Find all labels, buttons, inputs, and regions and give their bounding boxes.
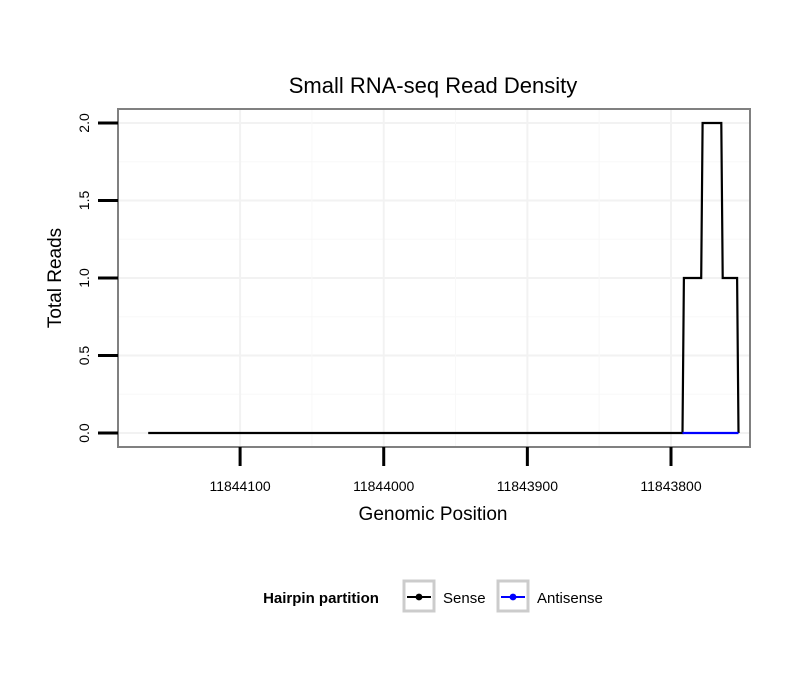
x-axis: 11844100 11844000 11843900 11843800: [209, 447, 702, 494]
series-line-sense: [148, 121, 740, 435]
x-tick-label: 11843800: [640, 478, 701, 494]
y-axis: 0.0 0.5 1.0 1.5 2.0: [76, 113, 118, 443]
chart-title: Small RNA-seq Read Density: [289, 73, 578, 98]
x-tick-label: 11844000: [353, 478, 414, 494]
legend-marker-antisense: [509, 593, 517, 601]
legend-title: Hairpin partition: [263, 590, 379, 607]
x-tick-label: 11843900: [497, 478, 558, 494]
legend-label-antisense: Antisense: [537, 590, 603, 607]
x-axis-label: Genomic Position: [359, 504, 508, 525]
x-tick-label: 11844100: [209, 478, 270, 494]
y-tick-label: 2.0: [76, 113, 92, 133]
y-tick-label: 1.0: [76, 268, 92, 288]
y-tick-label: 0.5: [76, 346, 92, 366]
y-axis-label: Total Reads: [45, 228, 66, 328]
legend-label-sense: Sense: [443, 590, 486, 607]
grid-lines: [118, 109, 750, 447]
legend-marker-sense: [415, 593, 423, 601]
y-tick-label: 0.0: [76, 423, 92, 443]
y-tick-label: 1.5: [76, 191, 92, 211]
legend: Hairpin partition Sense Antisense: [263, 579, 603, 613]
data-series: [148, 121, 740, 435]
